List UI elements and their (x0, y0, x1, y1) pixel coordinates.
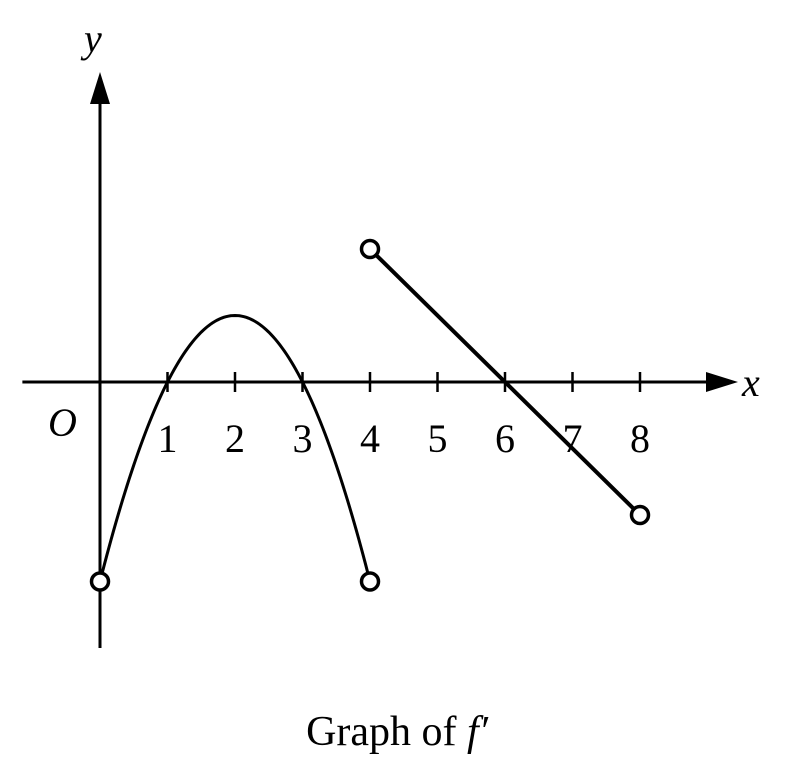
x-tick-label-7: 7 (563, 416, 583, 461)
y-axis-label: y (80, 16, 102, 61)
open-endpoint-0-1 (359, 571, 381, 592)
series-group (98, 247, 642, 582)
open-endpoint-0-0 (89, 571, 111, 592)
x-tick-label-3: 3 (293, 416, 313, 461)
endpoints-group (89, 238, 651, 592)
caption-text: Graph of (306, 709, 467, 755)
parabola-curve (98, 313, 372, 582)
x-tick-label-4: 4 (360, 416, 380, 461)
x-tick-label-1: 1 (158, 416, 178, 461)
origin-label: O (48, 400, 77, 445)
x-tick-label-6: 6 (495, 416, 515, 461)
x-axis-arrow-icon (706, 372, 738, 392)
graph-caption: Graph of f′ (306, 709, 489, 755)
x-tick-label-5: 5 (428, 416, 448, 461)
axes (22, 72, 738, 648)
x-axis-label: x (741, 360, 760, 405)
open-endpoint-1-1 (629, 504, 651, 526)
open-endpoint-1-0 (359, 238, 381, 260)
line-segment (368, 247, 642, 517)
y-axis-arrow-icon (90, 72, 110, 104)
caption-function: f′ (467, 709, 489, 755)
x-tick-label-2: 2 (225, 416, 245, 461)
x-tick-label-8: 8 (630, 416, 650, 461)
x-tick-labels: 1 2 3 4 5 6 7 8 (158, 416, 651, 461)
